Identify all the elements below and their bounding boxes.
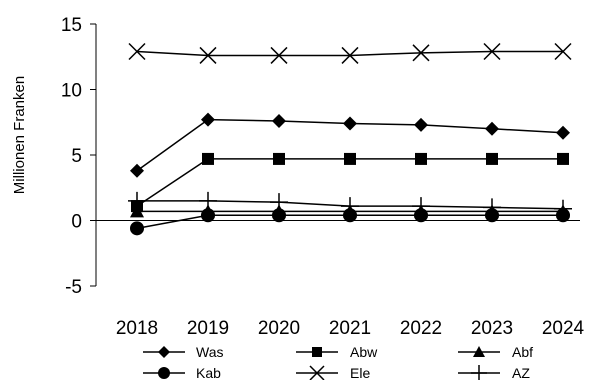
data-point: [471, 365, 487, 380]
data-point: [343, 116, 357, 131]
y-tick-label: 10: [61, 81, 82, 102]
data-point: [273, 152, 285, 165]
legend-label: Kab: [196, 365, 221, 380]
data-point: [414, 117, 428, 132]
series-abw: [131, 152, 569, 213]
data-point: [130, 204, 144, 218]
y-tick-label: -5: [65, 277, 82, 298]
y-tick-label: 15: [61, 15, 82, 36]
legend-label: Abf: [512, 344, 533, 360]
data-point: [344, 152, 356, 165]
data-point: [341, 197, 359, 216]
data-point: [201, 208, 215, 223]
data-point: [415, 152, 427, 165]
series-ele: [128, 42, 572, 64]
data-point: [486, 152, 498, 165]
data-point: [128, 42, 146, 61]
data-point: [312, 347, 322, 357]
data-point: [130, 163, 144, 178]
data-point: [473, 346, 485, 357]
data-point: [557, 152, 569, 165]
x-tick-label: 2018: [116, 318, 158, 339]
x-tick-label: 2023: [471, 318, 513, 339]
data-point: [309, 365, 325, 380]
data-point: [272, 113, 286, 128]
legend-item-az: AZ: [458, 365, 530, 380]
data-point: [483, 42, 501, 61]
data-point: [158, 367, 170, 379]
y-axis-label: Millionen Franken: [11, 76, 28, 194]
data-point: [201, 112, 215, 127]
x-tick-label: 2021: [329, 318, 371, 339]
data-point: [270, 193, 288, 212]
legend-item-abf: Abf: [458, 344, 533, 360]
legend-item-ele: Ele: [296, 365, 370, 380]
x-tick-label: 2022: [400, 318, 442, 339]
y-tick-label: 5: [71, 146, 82, 167]
data-point: [483, 198, 501, 217]
data-point: [412, 197, 430, 216]
x-tick-label: 2024: [542, 318, 585, 339]
data-point: [128, 191, 146, 210]
legend-item-abw: Abw: [296, 344, 378, 360]
data-point: [272, 208, 286, 223]
data-point: [554, 42, 572, 61]
data-point: [202, 152, 214, 165]
x-tick-label: 2019: [187, 318, 229, 339]
x-tick-label: 2020: [258, 318, 300, 339]
data-point: [556, 125, 570, 140]
legend-item-was: Was: [143, 344, 223, 360]
data-point: [412, 44, 430, 62]
series-az: [128, 191, 572, 218]
data-point: [130, 221, 144, 236]
y-tick-labels: 15 10 5 0 -5: [61, 15, 82, 298]
legend-label: AZ: [512, 365, 530, 380]
data-point: [199, 191, 217, 210]
legend-label: Was: [196, 344, 223, 360]
legend-item-kab: Kab: [143, 365, 221, 380]
data-point: [341, 46, 359, 64]
legend-label: Abw: [350, 344, 378, 360]
legend-label: Ele: [350, 365, 370, 380]
x-tick-labels: 2018 2019 2020 2021 2022 2023 2024: [116, 318, 585, 339]
data-point: [485, 121, 499, 136]
chart-legend: Was Abw Abf Kab Ele AZ: [143, 344, 533, 380]
data-point: [199, 46, 217, 64]
y-tick-label: 0: [71, 212, 82, 233]
series-was: [130, 112, 570, 178]
data-point: [414, 208, 428, 223]
chart-axes: [90, 23, 580, 287]
data-point: [343, 208, 357, 223]
data-point: [158, 346, 170, 358]
chart-series: [128, 42, 572, 236]
data-point: [554, 199, 572, 218]
data-point: [270, 46, 288, 64]
